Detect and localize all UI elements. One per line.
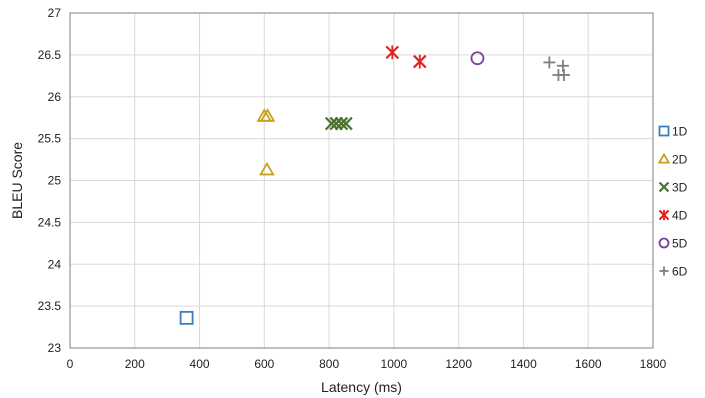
y-axis-label: BLEU Score	[9, 142, 25, 219]
data-point	[556, 59, 569, 72]
y-tick-label: 23	[48, 341, 62, 355]
x-tick-label: 800	[319, 357, 339, 371]
legend-marker	[658, 181, 670, 193]
y-tick-label: 24	[48, 257, 62, 271]
x-tick-label: 400	[190, 357, 210, 371]
x-tick-label: 1200	[445, 357, 472, 371]
legend-label: 1D	[672, 125, 688, 139]
legend-marker	[657, 152, 671, 164]
y-tick-label: 25.5	[38, 132, 62, 146]
legend-label: 4D	[672, 209, 688, 223]
x-tick-label: 1000	[381, 357, 408, 371]
legend-item: 5D	[658, 237, 688, 251]
y-tick-label: 23.5	[38, 299, 62, 313]
x-tick-label: 200	[125, 357, 145, 371]
legend-item: 3D	[658, 181, 688, 195]
y-tick-label: 24.5	[38, 215, 62, 229]
data-point	[413, 54, 427, 69]
x-axis-label: Latency (ms)	[321, 379, 402, 395]
data-point	[259, 108, 276, 122]
grid-lines	[69, 12, 654, 349]
y-axis-ticks: 23 23.5 24 24.5 25 25.5 26 26.5 27	[38, 6, 62, 355]
y-tick-label: 27	[48, 6, 62, 20]
x-axis-ticks: 0 200 400 600 800 1000 1200 1400 1600 1800	[67, 357, 667, 371]
legend-marker	[658, 209, 670, 221]
x-tick-label: 1600	[575, 357, 602, 371]
x-tick-label: 0	[67, 357, 74, 371]
x-tick-label: 600	[254, 357, 274, 371]
data-point	[385, 45, 400, 60]
data-point	[557, 68, 570, 81]
legend-label: 6D	[672, 265, 688, 279]
y-tick-label: 26	[48, 90, 62, 104]
data-point	[339, 116, 353, 131]
legend-label: 3D	[672, 181, 688, 195]
legend-marker	[658, 125, 670, 137]
legend-label: 2D	[672, 153, 688, 167]
y-tick-label: 26.5	[38, 48, 62, 62]
data-point	[470, 51, 485, 66]
legend-item: 4D	[658, 209, 688, 223]
legend-marker	[658, 237, 670, 249]
data-point	[329, 116, 344, 131]
data-point	[179, 310, 194, 325]
legend-label: 5D	[672, 237, 688, 251]
x-tick-label: 1400	[510, 357, 537, 371]
data-points	[179, 45, 570, 325]
x-tick-label: 1800	[640, 357, 667, 371]
legend: 1D 2D 3D 4D 5D 6D	[657, 125, 688, 279]
plot-area	[69, 12, 654, 349]
legend-marker	[659, 266, 669, 276]
legend-item: 2D	[657, 152, 688, 167]
data-point	[543, 56, 556, 69]
legend-item: 6D	[659, 265, 688, 279]
y-tick-label: 25	[48, 174, 62, 188]
data-point	[324, 116, 339, 131]
data-point	[334, 116, 349, 131]
legend-item: 1D	[658, 125, 688, 139]
data-point	[259, 161, 275, 176]
